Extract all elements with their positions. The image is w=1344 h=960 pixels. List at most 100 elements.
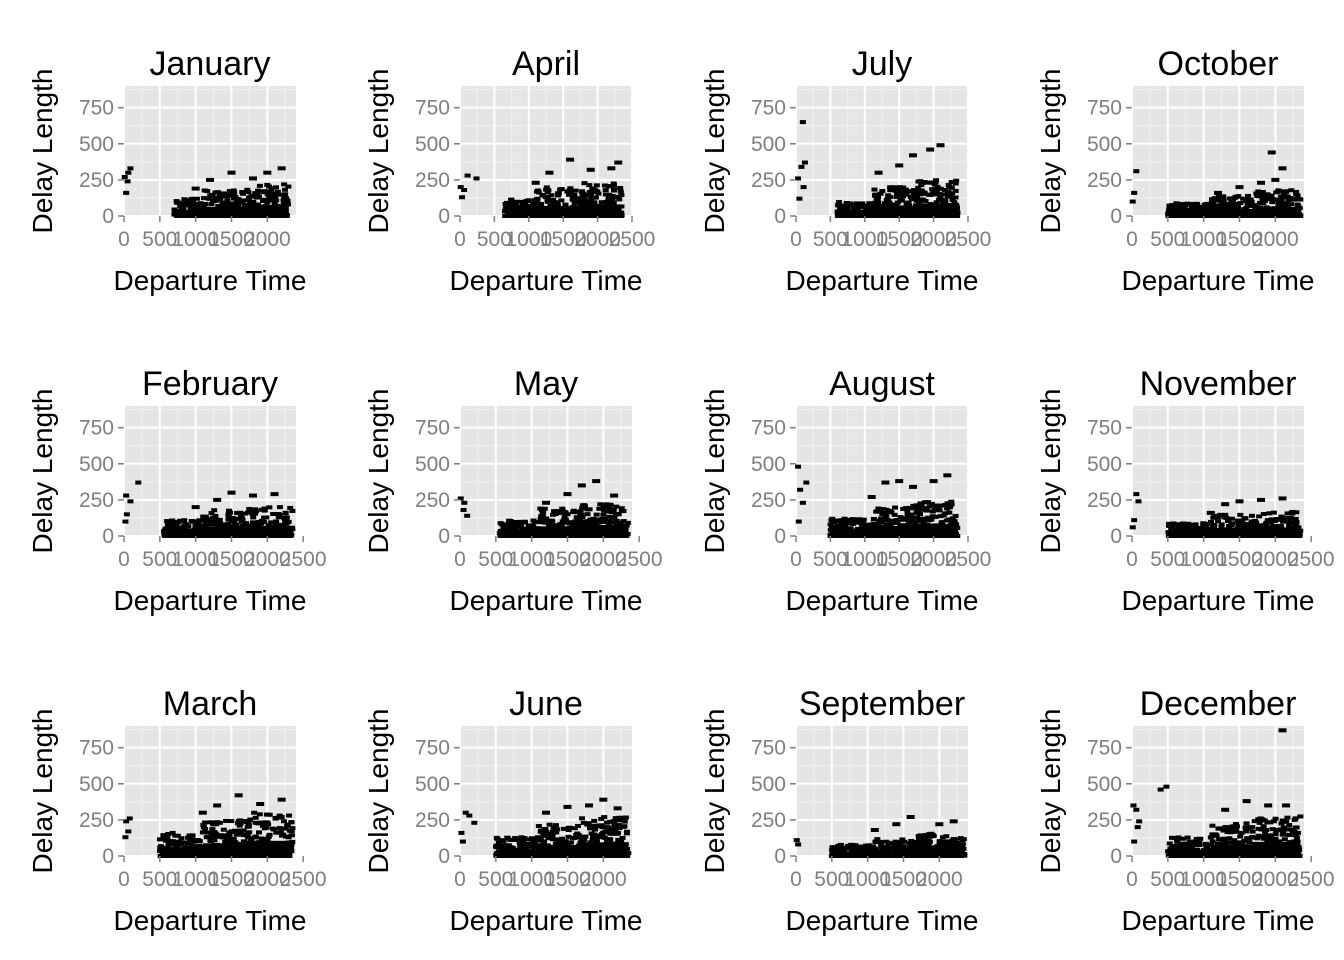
data-point	[869, 203, 876, 208]
data-point	[929, 187, 936, 192]
data-point	[942, 197, 949, 202]
y-axis-label: Delay Length	[27, 68, 58, 233]
x-tick-label: 1500	[540, 228, 587, 251]
data-point	[600, 512, 607, 517]
data-point	[939, 520, 946, 525]
data-point	[530, 518, 537, 523]
data-point	[866, 201, 873, 206]
data-point	[540, 839, 547, 844]
data-point	[877, 191, 884, 196]
x-tick-label: 2000	[244, 868, 291, 891]
data-point	[904, 508, 911, 513]
data-point	[948, 499, 955, 504]
data-point	[223, 836, 230, 841]
data-point	[281, 516, 288, 521]
data-point	[157, 845, 164, 850]
data-point	[182, 528, 189, 533]
data-point	[534, 196, 541, 201]
data-point	[867, 206, 874, 211]
data-point	[1241, 516, 1248, 521]
facet-title: May	[514, 365, 578, 403]
data-point	[524, 203, 531, 208]
data-point	[1131, 518, 1138, 523]
data-point	[594, 189, 601, 194]
x-axis-label: Departure Time	[114, 585, 307, 616]
y-tick-label: 750	[79, 417, 114, 440]
facet-panel-july: 0 250 500 750 0 500 1000 1500 2000 2500 July Depart…	[672, 0, 1008, 320]
data-point-cluster	[1253, 527, 1301, 538]
data-point	[473, 176, 480, 181]
y-tick-label: 750	[1087, 417, 1122, 440]
data-point	[576, 198, 583, 203]
y-tick-label: 750	[415, 97, 450, 120]
data-point	[558, 510, 565, 515]
data-point	[191, 207, 198, 212]
data-point	[577, 509, 584, 514]
data-point	[1174, 207, 1181, 212]
data-point	[270, 511, 277, 516]
data-point	[1200, 524, 1207, 529]
data-point-cluster	[1167, 531, 1211, 538]
data-point	[245, 190, 252, 195]
data-point	[897, 197, 904, 202]
data-point	[524, 526, 531, 531]
data-point	[521, 202, 528, 207]
data-point	[862, 527, 869, 532]
data-point	[1255, 189, 1262, 194]
data-point	[590, 520, 597, 525]
data-point	[827, 522, 834, 527]
data-point	[856, 204, 863, 209]
data-point	[881, 201, 888, 206]
data-point	[198, 206, 205, 211]
data-point	[1277, 189, 1284, 194]
data-point	[915, 506, 922, 511]
facet-panel-october: 0 250 500 750 0 500 1000 1500 2000 October Departu…	[1008, 0, 1344, 320]
data-point	[552, 823, 559, 828]
x-tick-label: 2500	[945, 228, 992, 251]
data-point	[229, 191, 236, 196]
data-point	[605, 519, 612, 524]
data-point	[178, 840, 185, 845]
data-point	[239, 518, 246, 523]
data-point	[610, 507, 617, 512]
data-point	[1293, 510, 1300, 515]
x-tick-label: 1000	[505, 228, 552, 251]
data-point	[605, 521, 612, 526]
data-point	[529, 523, 536, 528]
y-tick-label: 250	[415, 489, 450, 512]
data-point	[1235, 185, 1244, 190]
data-point	[507, 207, 514, 212]
data-point	[229, 518, 236, 523]
data-point	[1239, 520, 1246, 525]
data-point-cluster	[912, 203, 958, 218]
data-point	[123, 493, 130, 498]
data-point	[952, 188, 959, 193]
data-point	[576, 196, 583, 201]
data-point	[603, 838, 610, 843]
data-point	[224, 194, 231, 199]
data-point	[1191, 524, 1198, 529]
data-point	[214, 521, 221, 526]
x-tick-label: 0	[454, 548, 466, 571]
data-point	[164, 519, 171, 524]
facet-title: January	[150, 45, 271, 83]
data-point	[1177, 529, 1184, 534]
y-tick-label: 0	[774, 205, 786, 228]
data-points	[122, 480, 296, 538]
y-tick-label: 250	[1087, 169, 1122, 192]
data-point	[565, 828, 572, 833]
data-point	[555, 193, 562, 198]
data-point	[800, 185, 807, 190]
data-point	[936, 508, 943, 513]
data-point	[914, 509, 921, 514]
data-point	[227, 170, 236, 175]
data-point	[200, 196, 207, 201]
data-point	[865, 523, 872, 528]
data-point	[592, 827, 599, 832]
data-point	[921, 500, 928, 505]
data-point	[539, 512, 546, 517]
data-point	[539, 192, 546, 197]
data-point	[207, 519, 214, 524]
